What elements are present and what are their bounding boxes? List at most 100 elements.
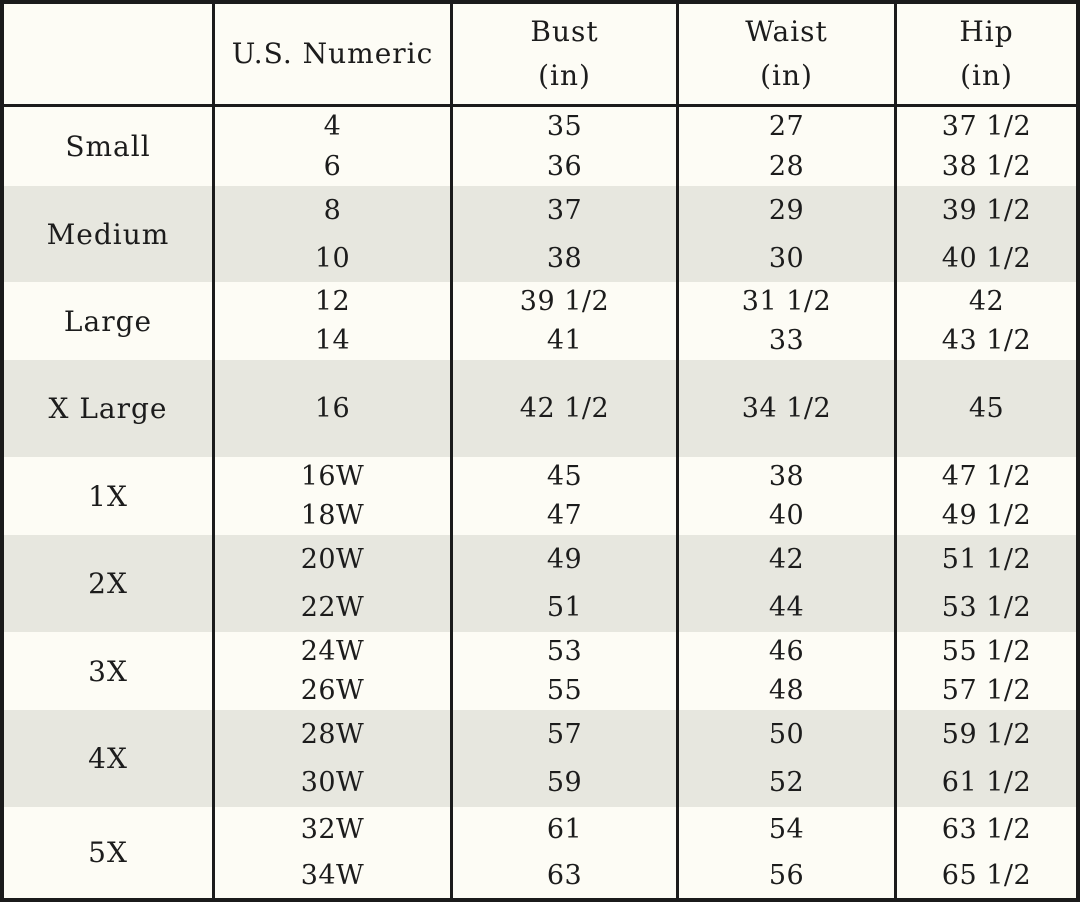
waist-values: 54 56 [769, 807, 804, 898]
bust-value: 41 [546, 325, 583, 356]
hip-values: 55 1/2 57 1/2 [942, 632, 1031, 710]
hip-cell: 47 1/2 49 1/2 [897, 457, 1076, 535]
numeric-value: 6 [323, 150, 342, 182]
waist-values: 46 48 [769, 632, 804, 710]
waist-values: 38 40 [769, 457, 804, 535]
size-cell: 5X [4, 807, 212, 898]
hip-cell: 45 [897, 360, 1076, 457]
hip-cell: 39 1/2 40 1/2 [897, 186, 1076, 282]
bust-value: 45 [546, 461, 583, 492]
hip-value: 53 1/2 [941, 592, 1032, 624]
bust-values: 57 59 [547, 710, 582, 807]
size-label: 2X [88, 567, 128, 600]
hip-value: 65 1/2 [941, 859, 1032, 891]
numeric-values: 16W 18W [301, 457, 365, 535]
numeric-values: 16 [315, 360, 350, 457]
hip-value: 63 1/2 [941, 814, 1032, 846]
waist-cell: 29 30 [679, 186, 894, 282]
column-divider [894, 4, 897, 898]
hip-value: 45 [968, 393, 1005, 424]
waist-value: 52 [768, 767, 805, 799]
size-cell: 2X [4, 535, 212, 632]
numeric-values: 12 14 [315, 282, 350, 360]
hip-cell: 37 1/2 38 1/2 [897, 107, 1076, 186]
bust-values: 37 38 [547, 186, 582, 282]
hip-value: 59 1/2 [941, 718, 1032, 750]
bust-value: 42 1/2 [519, 393, 610, 424]
bust-values: 45 47 [547, 457, 582, 535]
bust-values: 35 36 [547, 107, 582, 186]
hip-value: 39 1/2 [941, 194, 1032, 226]
numeric-cell: 8 10 [215, 186, 450, 282]
hip-values: 45 [969, 360, 1004, 457]
numeric-value: 26W [300, 675, 365, 706]
numeric-values: 24W 26W [301, 632, 365, 710]
numeric-value: 4 [323, 111, 342, 143]
column-divider [212, 4, 215, 898]
bust-value: 36 [546, 150, 583, 182]
bust-values: 53 55 [547, 632, 582, 710]
waist-value: 38 [768, 461, 805, 492]
waist-cell: 50 52 [679, 710, 894, 807]
numeric-values: 32W 34W [301, 807, 365, 898]
numeric-values: 28W 30W [301, 710, 365, 807]
numeric-value: 24W [300, 636, 365, 667]
bust-value: 49 [546, 543, 583, 575]
numeric-values: 8 10 [315, 186, 350, 282]
waist-cell: 42 44 [679, 535, 894, 632]
hip-value: 37 1/2 [941, 111, 1032, 143]
numeric-values: 20W 22W [301, 535, 365, 632]
waist-value: 50 [768, 718, 805, 750]
waist-cell: 46 48 [679, 632, 894, 710]
numeric-value: 18W [300, 500, 365, 531]
waist-value: 27 [768, 111, 805, 143]
bust-values: 42 1/2 [520, 360, 609, 457]
header-waist-unit: (in) [760, 59, 813, 92]
bust-value: 51 [546, 592, 583, 624]
bust-value: 37 [546, 194, 583, 226]
numeric-cell: 12 14 [215, 282, 450, 360]
hip-value: 38 1/2 [941, 150, 1032, 182]
header-bust-unit: (in) [538, 59, 591, 92]
hip-cell: 51 1/2 53 1/2 [897, 535, 1076, 632]
bust-value: 39 1/2 [519, 286, 610, 317]
waist-value: 34 1/2 [741, 393, 832, 424]
size-label: X Large [48, 392, 168, 425]
column-divider [450, 4, 453, 898]
size-cell: Large [4, 282, 212, 360]
hip-value: 51 1/2 [941, 543, 1032, 575]
waist-value: 30 [768, 242, 805, 274]
table-row [4, 710, 1076, 807]
bust-cell: 61 63 [453, 807, 676, 898]
bust-value: 55 [546, 675, 583, 706]
header-bust-label: Bust [530, 15, 599, 48]
hip-value: 61 1/2 [941, 767, 1032, 799]
waist-value: 31 1/2 [741, 286, 832, 317]
bust-cell: 49 51 [453, 535, 676, 632]
numeric-cell: 28W 30W [215, 710, 450, 807]
waist-value: 48 [768, 675, 805, 706]
bust-cell: 57 59 [453, 710, 676, 807]
numeric-cell: 24W 26W [215, 632, 450, 710]
waist-values: 50 52 [769, 710, 804, 807]
waist-values: 27 28 [769, 107, 804, 186]
numeric-value: 8 [323, 194, 342, 226]
numeric-value: 32W [300, 814, 365, 846]
hip-cell: 42 43 1/2 [897, 282, 1076, 360]
header-us-numeric: U.S. Numeric [215, 4, 450, 104]
size-label: 4X [88, 742, 128, 775]
waist-value: 54 [768, 814, 805, 846]
waist-value: 46 [768, 636, 805, 667]
hip-values: 37 1/2 38 1/2 [942, 107, 1031, 186]
size-label: 5X [88, 836, 128, 869]
header-hip-label: Hip [959, 15, 1014, 48]
size-cell: Medium [4, 186, 212, 282]
bust-values: 61 63 [547, 807, 582, 898]
header-size-cell [4, 4, 212, 104]
waist-values: 29 30 [769, 186, 804, 282]
hip-cell: 59 1/2 61 1/2 [897, 710, 1076, 807]
hip-values: 63 1/2 65 1/2 [942, 807, 1031, 898]
numeric-value: 34W [300, 859, 365, 891]
